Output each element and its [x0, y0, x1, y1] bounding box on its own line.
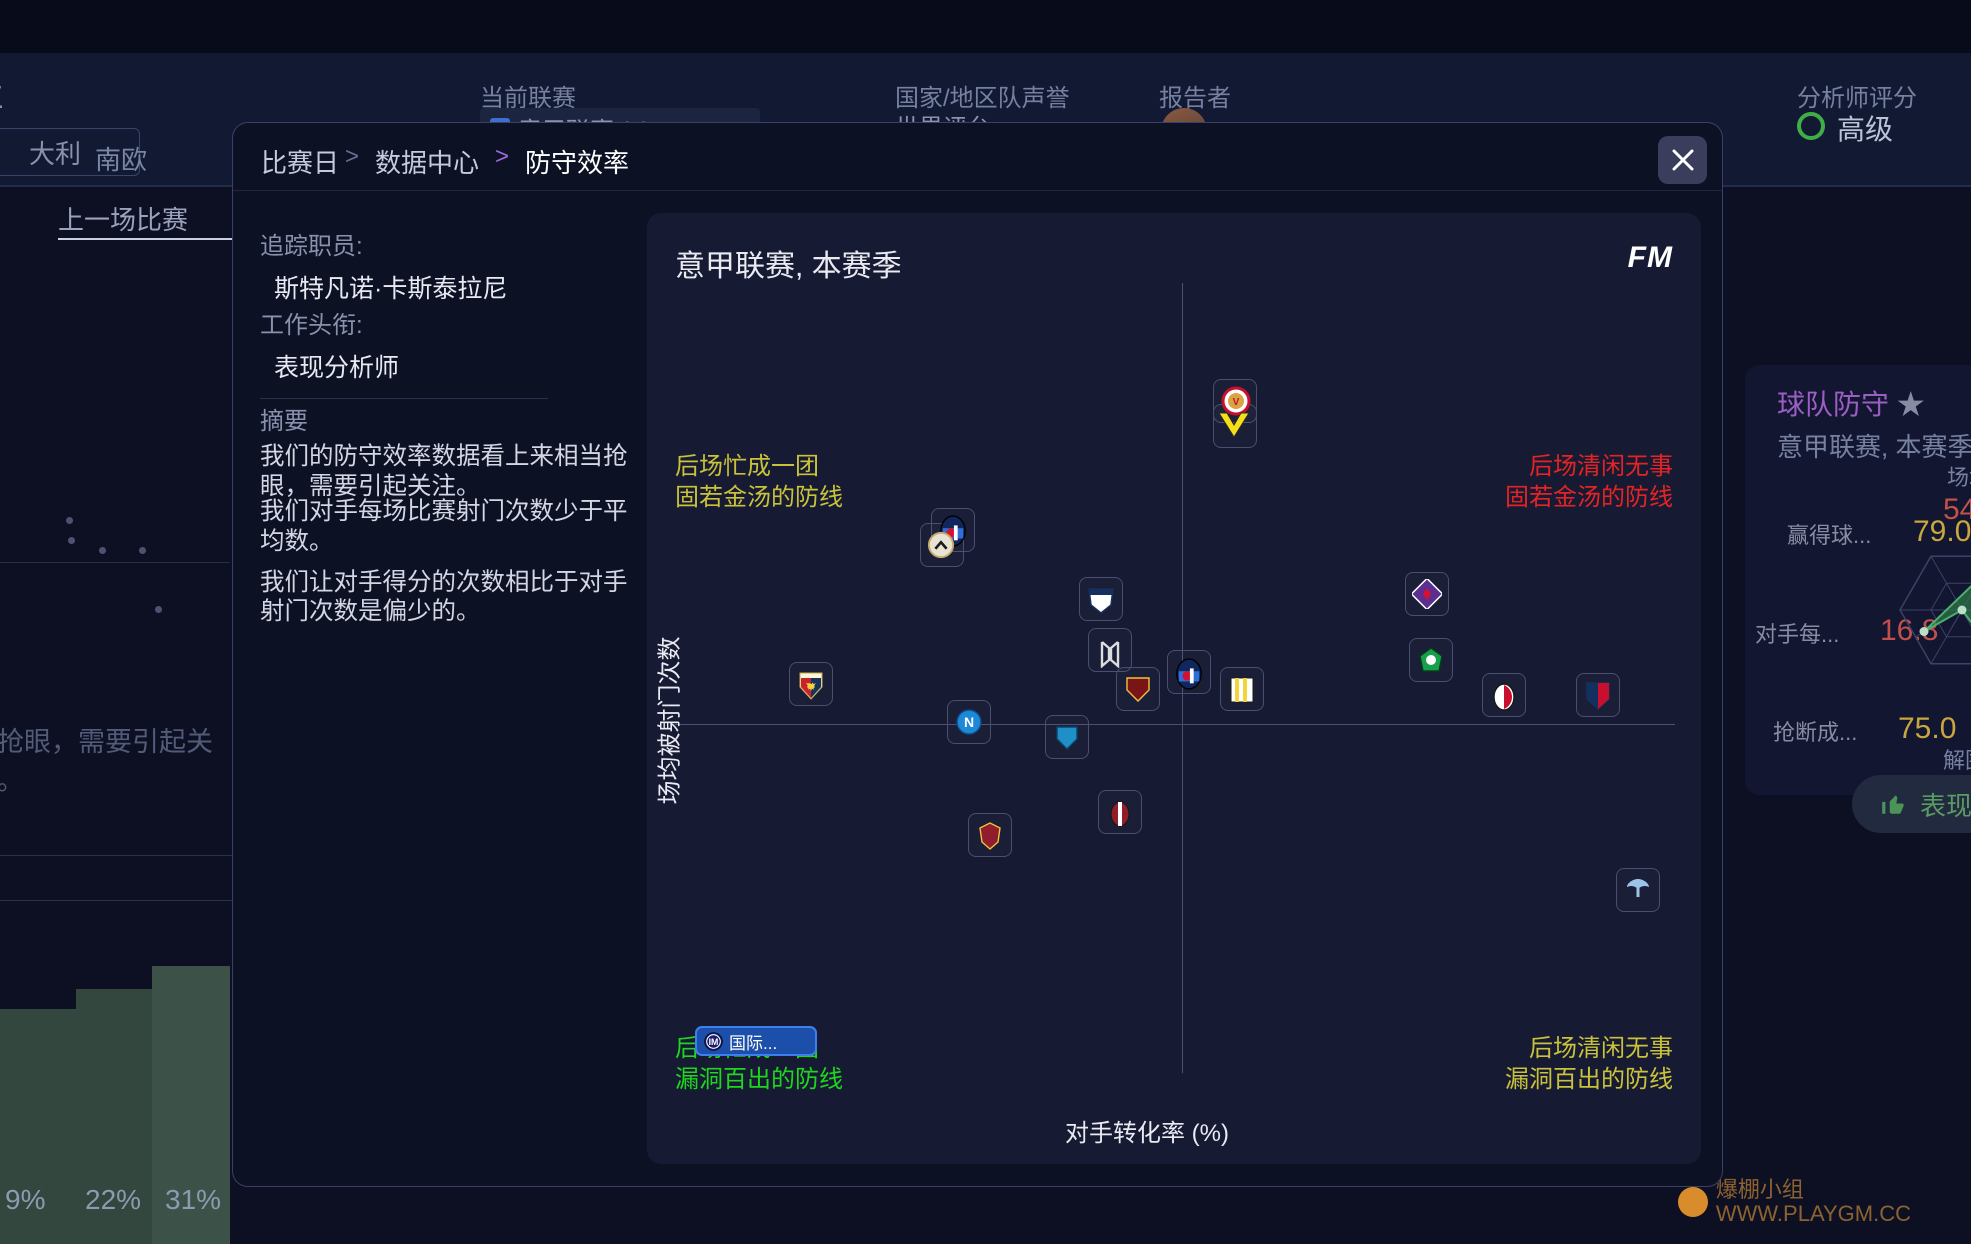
- svg-text:N: N: [964, 714, 974, 730]
- svg-text:IM: IM: [709, 1036, 719, 1046]
- svg-text:V: V: [1233, 397, 1240, 408]
